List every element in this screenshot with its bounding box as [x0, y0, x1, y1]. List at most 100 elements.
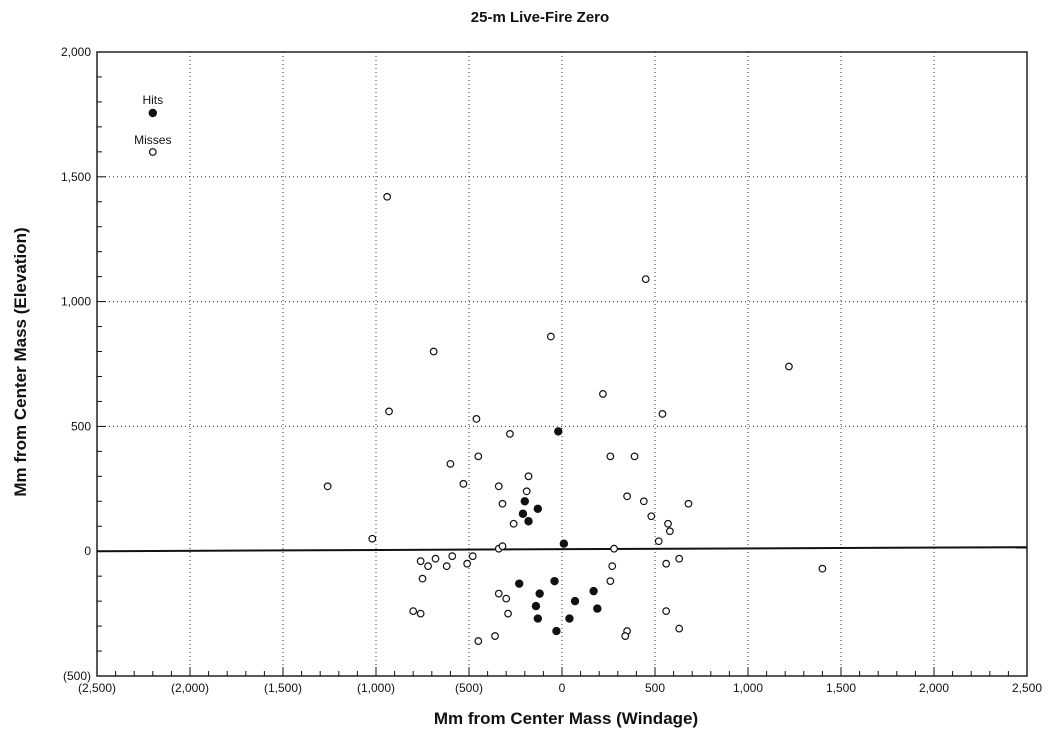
- miss-point: [641, 275, 650, 284]
- miss-point: [424, 562, 432, 571]
- miss-point: [610, 544, 618, 553]
- x-tick-label: 0: [559, 681, 566, 695]
- miss-point: [468, 552, 477, 561]
- miss-point: [506, 429, 514, 438]
- miss-point: [665, 527, 674, 536]
- y-tick-labels: (500) 0 500 1,000 1,500 2,000: [61, 45, 91, 683]
- miss-point: [474, 637, 483, 645]
- x-tick-label: (2,500): [78, 681, 116, 695]
- miss-point: [472, 415, 481, 423]
- hit-point: [559, 539, 569, 548]
- miss-point: [621, 632, 630, 640]
- y-tick-label: 2,000: [61, 45, 91, 59]
- y-axis-title: Mm from Center Mass (Elevation): [11, 227, 30, 496]
- hit-point: [554, 427, 563, 436]
- miss-point: [654, 537, 663, 546]
- x-axis-title: Mm from Center Mass (Windage): [434, 709, 698, 728]
- y-tick-label: 0: [84, 544, 91, 558]
- miss-point: [463, 559, 472, 568]
- miss-point: [606, 452, 615, 461]
- hit-point: [533, 614, 543, 623]
- miss-point: [658, 410, 667, 418]
- legend-marker-misses: [148, 148, 157, 156]
- miss-point: [491, 632, 499, 640]
- x-tick-label: 1,000: [733, 681, 763, 695]
- miss-point: [459, 479, 468, 488]
- chart-title: 25-m Live-Fire Zero: [471, 9, 609, 26]
- x-tick-label: (1,500): [264, 681, 302, 695]
- hit-point: [533, 504, 543, 513]
- grid-lines: [97, 52, 1027, 676]
- legend-label-misses: Misses: [134, 133, 171, 147]
- hit-point: [518, 509, 528, 518]
- miss-point: [647, 512, 656, 521]
- miss-point: [630, 452, 639, 461]
- hit-point: [515, 579, 524, 588]
- miss-point: [509, 519, 518, 528]
- hit-point: [593, 604, 602, 613]
- miss-point: [416, 557, 425, 566]
- miss-point: [675, 554, 684, 563]
- miss-point: [684, 499, 693, 508]
- legend-marker-hits: [148, 108, 157, 118]
- y-tick-label: 500: [71, 419, 91, 433]
- y-tick-label: 1,500: [61, 170, 91, 184]
- miss-point: [522, 487, 531, 496]
- hit-point: [520, 497, 530, 506]
- y-tick-label: (500): [63, 669, 91, 683]
- miss-point: [524, 472, 533, 481]
- miss-point: [608, 562, 617, 571]
- miss-point: [502, 594, 511, 603]
- miss-point: [409, 607, 418, 616]
- miss-point: [429, 347, 438, 356]
- hit-point: [531, 601, 541, 611]
- miss-point: [383, 192, 392, 201]
- data-points: [323, 192, 827, 645]
- x-tick-label: (1,000): [357, 681, 395, 695]
- x-tick-label: 2,500: [1012, 681, 1042, 695]
- miss-point: [448, 552, 457, 561]
- hit-point: [552, 626, 561, 636]
- miss-point: [494, 589, 503, 598]
- miss-point: [606, 577, 615, 586]
- miss-point: [504, 609, 512, 618]
- miss-point: [498, 542, 507, 551]
- miss-point: [416, 609, 425, 618]
- miss-point: [385, 407, 393, 416]
- hit-point: [589, 586, 598, 596]
- miss-point: [675, 624, 684, 633]
- miss-point: [368, 534, 377, 543]
- x-tick-label: 2,000: [919, 681, 949, 695]
- miss-point: [785, 362, 793, 371]
- miss-point: [323, 482, 332, 491]
- miss-point: [818, 564, 827, 573]
- legend: Hits Misses: [134, 93, 171, 156]
- miss-point: [498, 499, 507, 508]
- tick-marks: [96, 51, 1028, 677]
- hit-point: [570, 596, 580, 606]
- x-tick-label: (2,000): [171, 681, 209, 695]
- x-tick-label: 500: [645, 681, 665, 695]
- legend-label-hits: Hits: [142, 93, 163, 107]
- hit-point: [550, 576, 559, 586]
- miss-point: [639, 497, 648, 506]
- hit-point: [524, 517, 533, 526]
- hit-point: [565, 614, 574, 623]
- miss-point: [431, 554, 440, 563]
- zero-line: [96, 546, 1028, 553]
- miss-point: [474, 452, 483, 461]
- miss-point: [662, 607, 671, 616]
- miss-point: [664, 519, 672, 528]
- miss-point: [494, 482, 503, 491]
- miss-point: [599, 390, 607, 398]
- x-tick-label: (500): [455, 681, 483, 695]
- miss-point: [546, 332, 555, 341]
- y-tick-label: 1,000: [61, 295, 91, 309]
- x-tick-label: 1,500: [826, 681, 856, 695]
- x-tick-labels: (2,500) (2,000) (1,500) (1,000) (500) 0 500 1,0…: [78, 681, 1042, 695]
- miss-point: [623, 492, 631, 501]
- miss-point: [662, 559, 671, 568]
- hit-point: [535, 589, 544, 598]
- miss-point: [446, 459, 455, 468]
